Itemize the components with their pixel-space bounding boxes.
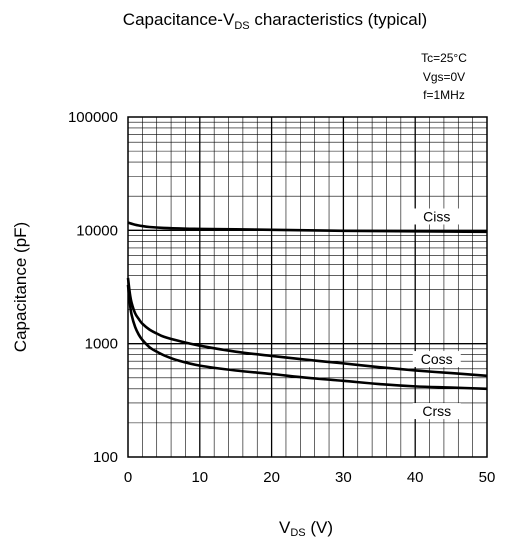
y-tick-label: 10000 xyxy=(76,222,118,239)
x-axis-label-rest: (V) xyxy=(306,518,333,537)
plot-grid xyxy=(128,117,487,457)
series-label-bg xyxy=(412,403,461,420)
condition-vgs: Vgs=0V xyxy=(423,70,465,84)
x-tick-label: 0 xyxy=(124,469,132,486)
series-label-coss: Coss xyxy=(421,351,453,367)
y-tick-label: 100 xyxy=(93,449,118,466)
chart-title-sub: DS xyxy=(234,20,249,32)
series-label-bg xyxy=(412,351,461,368)
series-line-crss xyxy=(126,284,488,391)
x-axis-label-main: V xyxy=(279,518,291,537)
condition-freq: f=1MHz xyxy=(423,88,465,102)
series-line-ciss xyxy=(127,221,488,234)
series-label-crss: Crss xyxy=(422,403,451,419)
x-tick-label: 40 xyxy=(407,469,424,486)
x-axis-label-sub: DS xyxy=(290,527,305,539)
condition-tc: Tc=25°C xyxy=(421,51,467,65)
series-label-bg xyxy=(412,208,461,225)
chart-title: Capacitance-VDS characteristics (typical… xyxy=(123,10,427,32)
chart-title-rest: characteristics (typical) xyxy=(250,10,428,29)
series-line-coss xyxy=(126,277,488,378)
x-tick-label: 30 xyxy=(335,469,352,486)
x-axis-label: VDS (V) xyxy=(279,518,333,539)
x-tick-label: 20 xyxy=(263,469,280,486)
y-tick-label: 1000 xyxy=(85,336,118,353)
x-tick-label: 10 xyxy=(191,469,208,486)
x-tick-labels: 0 10 20 30 40 50 xyxy=(124,469,496,486)
plot-curves xyxy=(126,221,488,391)
chart-title-main: Capacitance-V xyxy=(123,10,235,29)
series-label-ciss: Ciss xyxy=(423,208,450,224)
y-tick-label: 100000 xyxy=(68,109,118,126)
plot-frame xyxy=(127,116,488,458)
y-axis-label: Capacitance (pF) xyxy=(11,222,30,352)
series-labels: Ciss Coss Crss xyxy=(412,208,461,420)
y-tick-labels: 100 1000 10000 100000 xyxy=(68,109,118,466)
x-tick-label: 50 xyxy=(479,469,496,486)
